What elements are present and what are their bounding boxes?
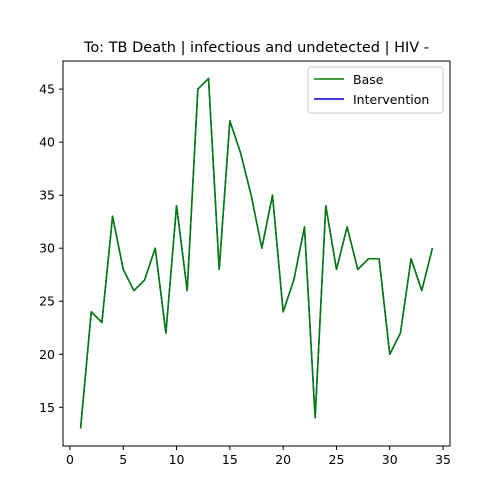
y-tick-label: 20 xyxy=(39,347,55,362)
x-tick-label: 35 xyxy=(435,452,451,467)
chart-title: To: TB Death | infectious and undetected… xyxy=(83,40,429,56)
x-tick-label: 25 xyxy=(329,452,345,467)
y-tick-label: 30 xyxy=(39,241,55,256)
x-tick-label: 0 xyxy=(66,452,74,467)
legend-label-base: Base xyxy=(353,72,384,87)
x-tick-label: 15 xyxy=(222,452,238,467)
axis-ticks: 0 5 10 15 20 25 30 35 15 20 25 30 35 40 45 xyxy=(39,82,451,467)
y-tick-label: 35 xyxy=(39,188,55,203)
x-tick-label: 20 xyxy=(275,452,291,467)
legend: Base Intervention xyxy=(307,66,444,114)
x-tick-label: 5 xyxy=(119,452,127,467)
x-tick-label: 10 xyxy=(169,452,185,467)
y-tick-label: 45 xyxy=(39,82,55,97)
x-tick-label: 30 xyxy=(382,452,398,467)
y-tick-label: 25 xyxy=(39,294,55,309)
legend-label-intervention: Intervention xyxy=(353,92,429,107)
series-line-base xyxy=(79,77,434,429)
series-lines xyxy=(79,77,434,429)
plot-area-frame xyxy=(62,60,451,447)
y-tick-label: 40 xyxy=(39,135,55,150)
y-tick-label: 15 xyxy=(39,400,55,415)
series-line-intervention xyxy=(79,77,434,429)
